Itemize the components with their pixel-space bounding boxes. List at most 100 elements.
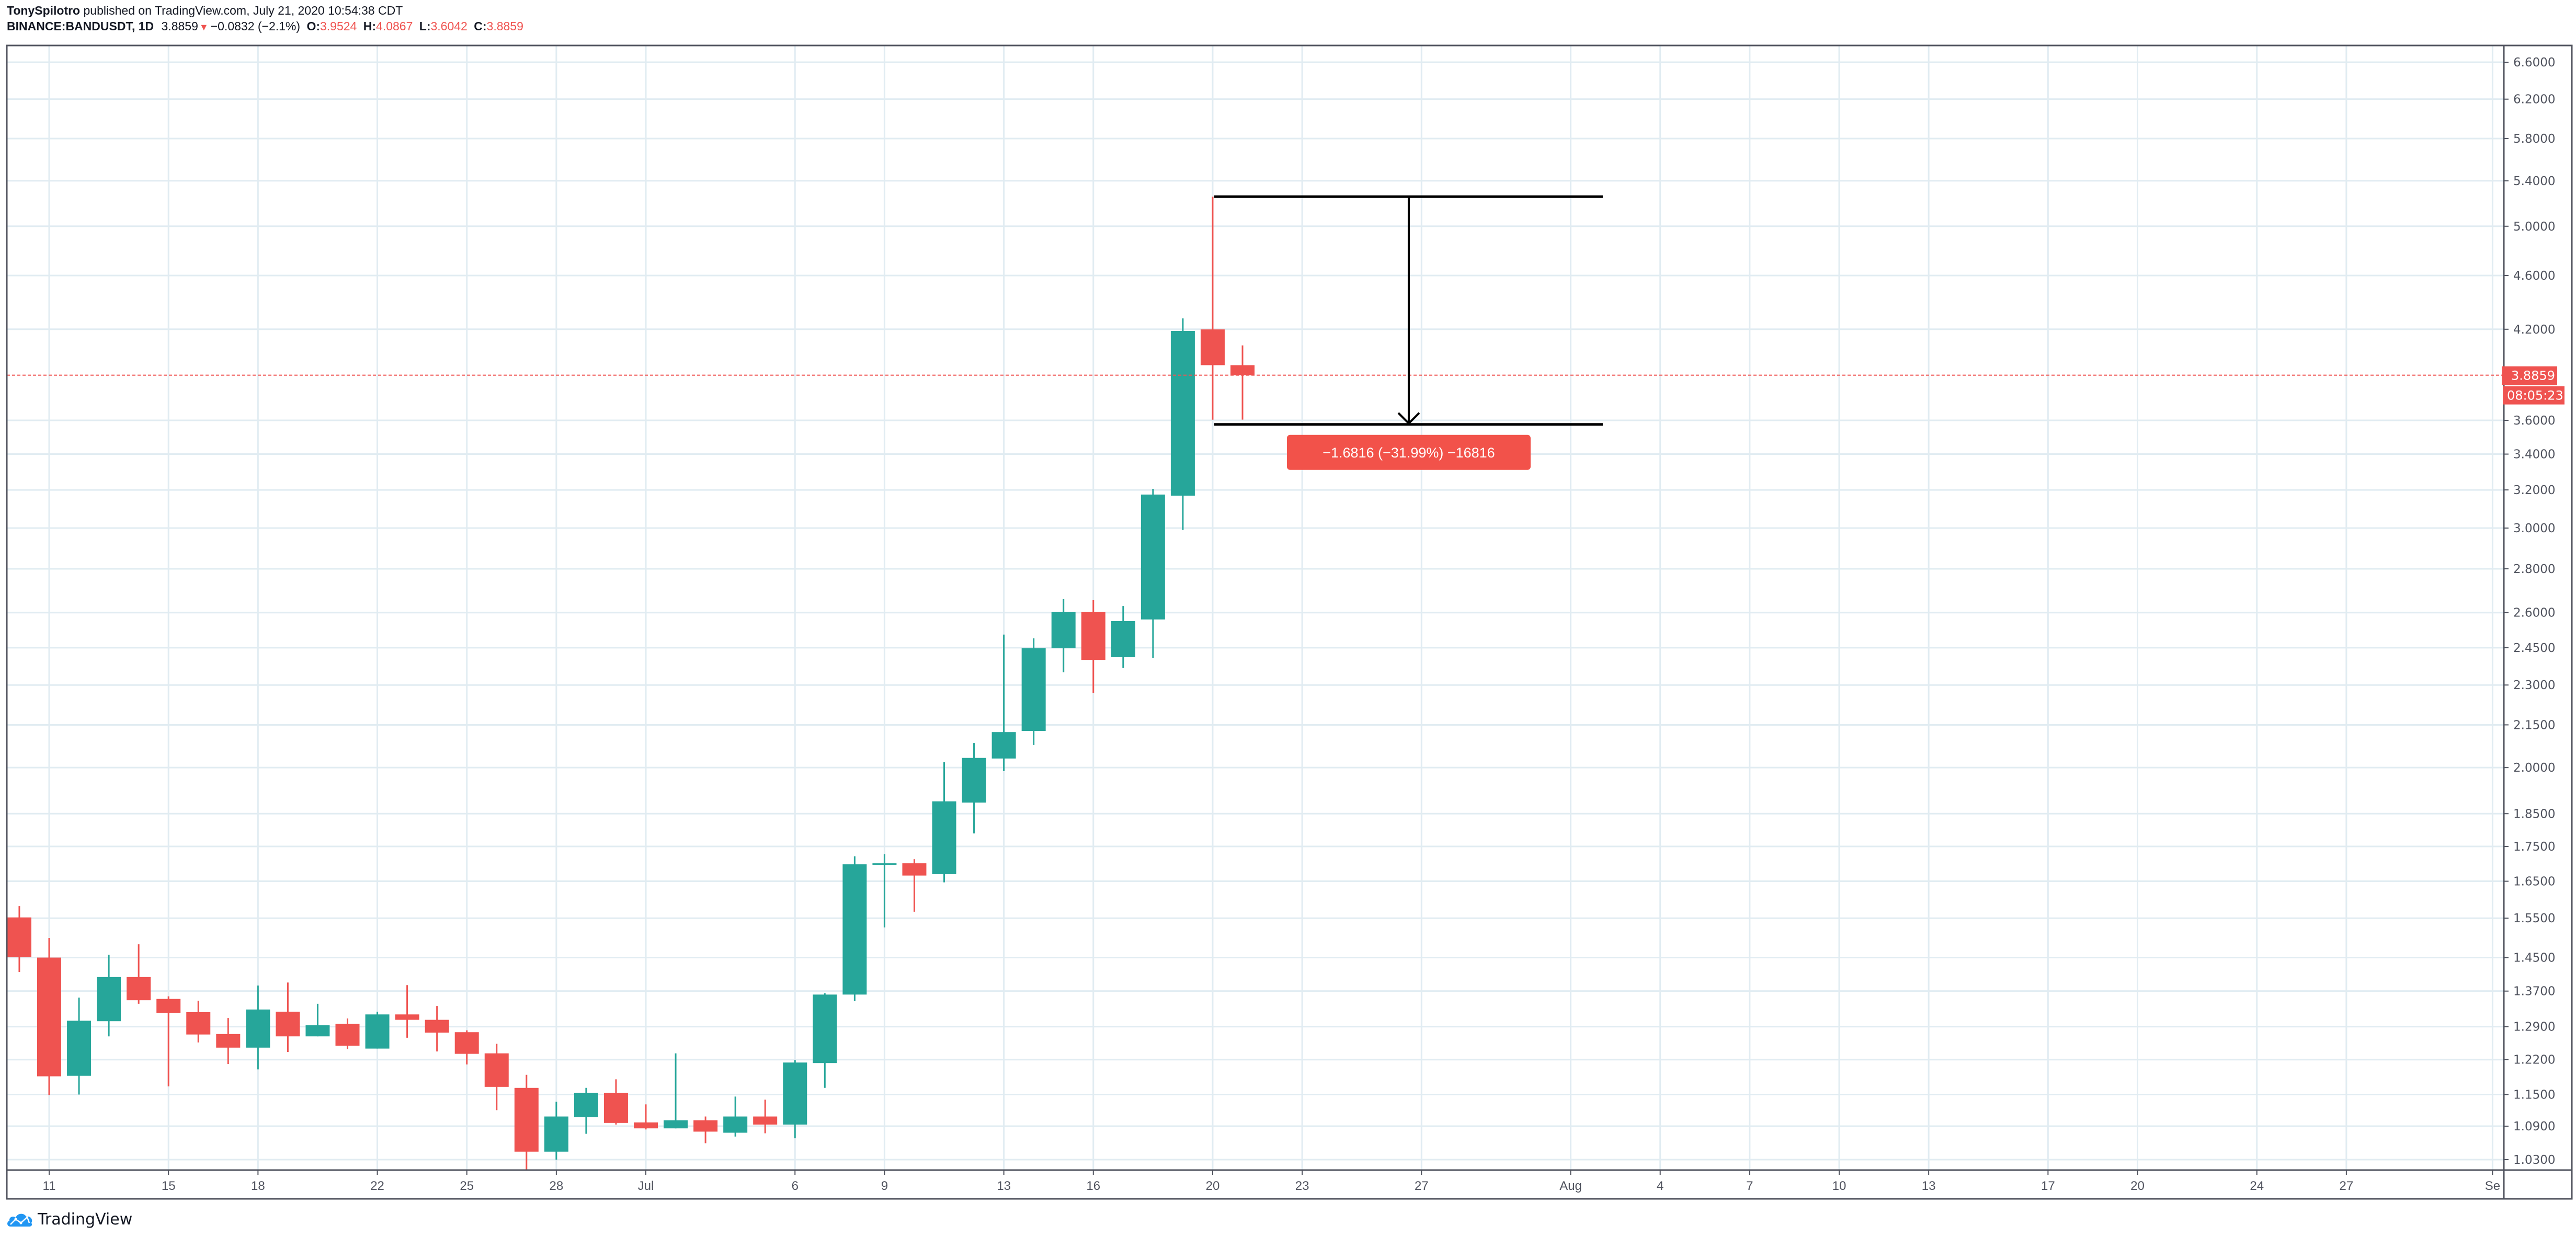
candle[interactable]: [902, 859, 927, 912]
time-tick-label: Jul: [638, 1179, 654, 1193]
candle[interactable]: [1111, 606, 1135, 668]
time-tick-label: 17: [2041, 1179, 2055, 1193]
candle[interactable]: [723, 1096, 748, 1137]
candle[interactable]: [991, 634, 1016, 771]
last-price-axis-label: 3.8859: [2502, 366, 2557, 385]
candles[interactable]: [7, 197, 1255, 1172]
candle[interactable]: [7, 906, 31, 972]
price-tick-label: 1.2900: [2513, 1021, 2555, 1034]
symbol-legend: BINANCE:BANDUSDT, 1D 3.8859 ▼ −0.0832 (−2.…: [7, 19, 523, 35]
low-value: 3.6042: [430, 19, 468, 33]
price-tick-label: 3.0000: [2513, 522, 2555, 535]
candle[interactable]: [246, 986, 270, 1070]
candle[interactable]: [365, 1012, 390, 1049]
low-label: L:: [419, 19, 431, 33]
time-tick-label: 11: [43, 1179, 56, 1193]
candle[interactable]: [664, 1053, 688, 1129]
open-value: 3.9524: [320, 19, 357, 33]
candle[interactable]: [1141, 488, 1165, 658]
candle[interactable]: [1170, 318, 1195, 530]
candle[interactable]: [1200, 197, 1225, 420]
open-label: O:: [306, 19, 320, 33]
svg-text:3.8859: 3.8859: [2511, 369, 2555, 383]
price-tick-label: 3.6000: [2513, 414, 2555, 428]
candle[interactable]: [1230, 345, 1255, 420]
high-label: H:: [363, 19, 377, 33]
time-axis[interactable]: 11 15 18 22 25 28 Jul 6 9 13 16 20 23 27 Aug 4 7 10 13 17 20…: [43, 1170, 2501, 1193]
tradingview-cloud-icon: [7, 1213, 32, 1227]
price-tick-label: 1.3700: [2513, 985, 2555, 999]
measure-label-text: −1.6816 (−31.99%) −16816: [1323, 445, 1495, 461]
symbol-name: BINANCE:BANDUSDT, 1D: [7, 19, 154, 33]
price-tick-label: 4.2000: [2513, 323, 2555, 337]
candle[interactable]: [395, 985, 419, 1038]
candle[interactable]: [1051, 599, 1076, 672]
price-tick-label: 1.5500: [2513, 912, 2555, 925]
price-tick-label: 1.4500: [2513, 952, 2555, 965]
time-tick-label: 18: [251, 1179, 265, 1193]
candle[interactable]: [97, 955, 121, 1037]
candle[interactable]: [753, 1099, 778, 1133]
candle[interactable]: [872, 854, 897, 927]
candle[interactable]: [276, 982, 300, 1052]
price-tick-label: 4.6000: [2513, 269, 2555, 283]
time-tick-label: 6: [792, 1179, 799, 1193]
candle[interactable]: [603, 1079, 628, 1125]
candle[interactable]: [693, 1116, 718, 1143]
price-axis[interactable]: 6.6000 6.2000 5.8000 5.4000 5.0000 4.6000 4.20…: [2502, 56, 2564, 1167]
price-tick-label: 2.0000: [2513, 761, 2555, 775]
price-tick-label: 5.8000: [2513, 132, 2555, 146]
candle[interactable]: [514, 1074, 539, 1173]
price-tick-label: 1.6500: [2513, 875, 2555, 889]
high-value: 4.0867: [376, 19, 413, 33]
time-tick-label: 28: [549, 1179, 563, 1193]
publish-info: TonySpilotro published on TradingView.co…: [7, 3, 403, 18]
price-tick-label: 1.0300: [2513, 1153, 2555, 1167]
time-tick-label: 20: [2130, 1179, 2145, 1193]
time-tick-label: 27: [2339, 1179, 2353, 1193]
price-tick-label: 5.0000: [2513, 220, 2555, 234]
price-range-measure[interactable]: −1.6816 (−31.99%) −16816: [1214, 195, 1603, 470]
candle[interactable]: [1021, 638, 1046, 745]
candle[interactable]: [932, 762, 956, 883]
candle[interactable]: [186, 1000, 211, 1043]
candle[interactable]: [484, 1044, 509, 1110]
publish-text: published on TradingView.com, July 21, 2…: [83, 4, 403, 17]
drawings[interactable]: −1.6816 (−31.99%) −16816: [7, 195, 2504, 470]
candle[interactable]: [425, 1006, 449, 1052]
time-tick-label: 13: [1922, 1179, 1936, 1193]
price-tick-label: 3.4000: [2513, 448, 2555, 462]
last-price: 3.8859: [161, 19, 198, 33]
candle[interactable]: [634, 1104, 658, 1130]
candle[interactable]: [216, 1018, 241, 1064]
candle[interactable]: [544, 1102, 568, 1160]
candle[interactable]: [842, 856, 867, 1001]
time-tick-label: 10: [1832, 1179, 1846, 1193]
candle[interactable]: [454, 1030, 479, 1065]
price-change: −0.0832 (−2.1%): [210, 19, 301, 33]
price-tick-label: 2.4500: [2513, 642, 2555, 655]
price-tick-label: 2.6000: [2513, 606, 2555, 620]
candle[interactable]: [335, 1018, 360, 1049]
tradingview-logo[interactable]: TradingView: [6, 1210, 132, 1229]
candle[interactable]: [1081, 600, 1105, 693]
candle[interactable]: [67, 998, 92, 1095]
triangle-down-icon: ▼: [199, 22, 209, 32]
candle[interactable]: [127, 944, 151, 1004]
candle[interactable]: [156, 996, 181, 1086]
candle[interactable]: [962, 743, 986, 834]
price-tick-label: 6.6000: [2513, 56, 2555, 70]
candle[interactable]: [305, 1003, 330, 1037]
candle[interactable]: [37, 938, 61, 1095]
author-name[interactable]: TonySpilotro: [7, 4, 81, 17]
candle[interactable]: [813, 993, 837, 1088]
arrow-down-icon: [1397, 412, 1420, 425]
close-label: C:: [474, 19, 487, 33]
time-tick-label: 7: [1746, 1179, 1753, 1193]
price-tick-label: 5.4000: [2513, 175, 2555, 188]
candle[interactable]: [783, 1060, 807, 1139]
candle[interactable]: [574, 1087, 598, 1134]
time-tick-label: 27: [1415, 1179, 1429, 1193]
price-tick-label: 1.1500: [2513, 1088, 2555, 1102]
